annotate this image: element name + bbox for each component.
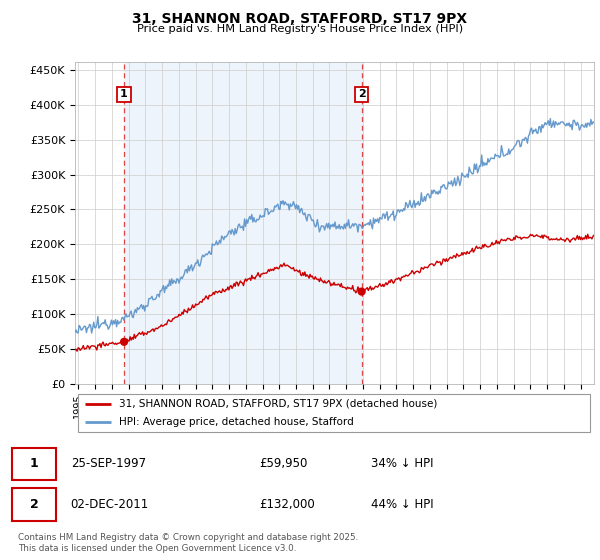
Text: 02-DEC-2011: 02-DEC-2011	[71, 498, 149, 511]
Text: £132,000: £132,000	[259, 498, 314, 511]
Text: £59,950: £59,950	[259, 457, 307, 470]
Text: Price paid vs. HM Land Registry's House Price Index (HPI): Price paid vs. HM Land Registry's House …	[137, 24, 463, 34]
Text: 1: 1	[29, 457, 38, 470]
Text: 31, SHANNON ROAD, STAFFORD, ST17 9PX (detached house): 31, SHANNON ROAD, STAFFORD, ST17 9PX (de…	[119, 399, 437, 409]
Text: 1: 1	[120, 90, 128, 99]
Text: 2: 2	[358, 90, 365, 99]
Text: 25-SEP-1997: 25-SEP-1997	[71, 457, 146, 470]
Text: HPI: Average price, detached house, Stafford: HPI: Average price, detached house, Staf…	[119, 417, 354, 427]
Text: 34% ↓ HPI: 34% ↓ HPI	[371, 457, 433, 470]
Text: Contains HM Land Registry data © Crown copyright and database right 2025.
This d: Contains HM Land Registry data © Crown c…	[18, 533, 358, 553]
FancyBboxPatch shape	[77, 394, 590, 432]
Text: 31, SHANNON ROAD, STAFFORD, ST17 9PX: 31, SHANNON ROAD, STAFFORD, ST17 9PX	[133, 12, 467, 26]
Bar	[124, 62, 362, 384]
Point	[357, 287, 367, 296]
Text: 44% ↓ HPI: 44% ↓ HPI	[371, 498, 433, 511]
Point	[119, 337, 129, 346]
Text: 2: 2	[29, 498, 38, 511]
FancyBboxPatch shape	[12, 488, 56, 521]
FancyBboxPatch shape	[12, 447, 56, 480]
